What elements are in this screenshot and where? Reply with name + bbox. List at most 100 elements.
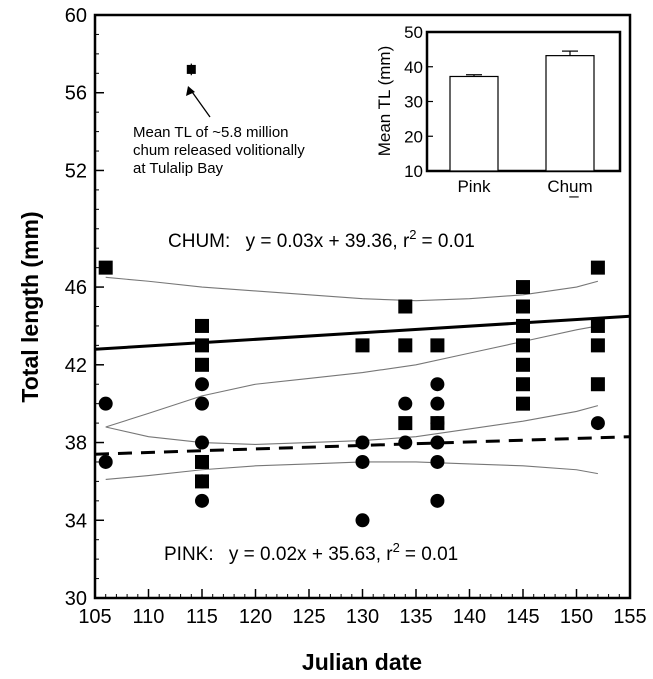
pink-point bbox=[355, 435, 370, 450]
pink-regression-line bbox=[95, 435, 630, 456]
inset-bar-chart: 10 20 30 40 50 Pink Chum Mean TL (mm) – bbox=[375, 17, 625, 209]
y-tick-label: 46 bbox=[65, 277, 87, 299]
chum-point bbox=[195, 357, 209, 372]
chum-point bbox=[516, 377, 530, 392]
pink-point bbox=[195, 377, 209, 392]
y-tick-label: 42 bbox=[65, 355, 87, 377]
pink-point bbox=[355, 454, 370, 469]
chum-point bbox=[590, 338, 605, 353]
pink-point bbox=[430, 435, 445, 450]
y-tick-label: 56 bbox=[65, 83, 87, 105]
chum-r2-sup: 2 bbox=[409, 227, 416, 242]
pink-point bbox=[98, 454, 113, 469]
annotation-arrow bbox=[189, 88, 211, 118]
chum-r2-value: = 0.01 bbox=[422, 231, 475, 252]
x-tick-label: 115 bbox=[186, 606, 218, 628]
chum-equation: CHUM: y = 0.03x + 39.36, r2 = 0.01 bbox=[168, 227, 475, 252]
x-axis-title: Julian date bbox=[302, 649, 422, 675]
pink-r2-value: = 0.01 bbox=[405, 544, 458, 565]
inset-y-axis-title: Mean TL (mm) bbox=[375, 46, 394, 157]
y-axis-title: Total length (mm) bbox=[17, 211, 43, 402]
x-tick-label: 155 bbox=[613, 606, 646, 628]
annotation-line-2: chum released volitionally bbox=[133, 142, 305, 159]
inset-y-tick-label: 20 bbox=[404, 127, 423, 146]
y-tick-label: 34 bbox=[65, 510, 87, 532]
pink-point bbox=[430, 396, 445, 411]
pink-point bbox=[430, 377, 445, 392]
inset-extra-mark: – bbox=[569, 186, 579, 205]
chum-equation-text: y = 0.03x + 39.36, r bbox=[246, 231, 410, 252]
x-tick-label: 130 bbox=[346, 606, 379, 628]
confidence-band-line bbox=[105, 325, 598, 428]
chum-point bbox=[516, 338, 530, 353]
y-tick-label: 60 bbox=[65, 5, 87, 27]
x-tick-label: 150 bbox=[560, 606, 593, 628]
x-tick-label: 105 bbox=[78, 606, 111, 628]
chum-point bbox=[516, 357, 530, 372]
chum-point bbox=[516, 318, 530, 333]
annotation-line-1: Mean TL of ~5.8 million bbox=[133, 124, 289, 141]
inset-y-tick-label: 30 bbox=[404, 93, 423, 112]
pink-point bbox=[195, 474, 209, 489]
x-tick-label: 135 bbox=[399, 606, 432, 628]
x-axis-ticks: 105 110 115 120 125 130 135 140 145 150 155 bbox=[78, 589, 647, 628]
x-tick-label: 145 bbox=[506, 606, 539, 628]
chum-point bbox=[516, 280, 530, 295]
y-axis-ticks: 30 34 38 42 46 52 56 60 bbox=[65, 5, 104, 610]
inset-y-tick-label: 40 bbox=[404, 58, 423, 77]
regression-lines bbox=[95, 314, 630, 456]
chum-point bbox=[590, 318, 605, 333]
annotation-line-3: at Tulalip Bay bbox=[133, 160, 224, 177]
pink-point bbox=[398, 396, 413, 411]
inset-category-label: Chum bbox=[547, 177, 592, 196]
y-minor-ticks bbox=[95, 33, 99, 580]
chum-point bbox=[398, 338, 413, 353]
chum-point bbox=[590, 377, 605, 392]
release-annotation: Mean TL of ~5.8 million chum released vo… bbox=[133, 86, 305, 177]
chum-point bbox=[516, 299, 530, 314]
chum-point bbox=[355, 338, 370, 353]
pink-label: PINK: bbox=[164, 544, 214, 565]
pink-point bbox=[590, 416, 605, 431]
inset-bar-pink bbox=[449, 75, 499, 172]
inset-y-tick-label: 10 bbox=[404, 162, 423, 181]
data-points bbox=[98, 63, 605, 528]
pink-point bbox=[398, 435, 413, 450]
chum-point bbox=[398, 416, 413, 431]
inset-y-ticks: 10 20 30 40 50 bbox=[404, 23, 433, 181]
y-tick-label: 30 bbox=[65, 588, 87, 610]
pink-equation-text: y = 0.02x + 35.63, r bbox=[229, 544, 393, 565]
x-tick-label: 140 bbox=[453, 606, 486, 628]
y-tick-label: 38 bbox=[65, 433, 87, 455]
pink-equation: PINK: y = 0.02x + 35.63, r2 = 0.01 bbox=[164, 540, 458, 565]
annotation-arrowhead bbox=[186, 86, 195, 96]
inset-category-label: Pink bbox=[457, 177, 491, 196]
pink-point bbox=[195, 396, 209, 411]
pink-r2-sup: 2 bbox=[393, 540, 400, 555]
pink-point bbox=[195, 493, 209, 508]
inset-y-tick-label: 50 bbox=[404, 23, 423, 42]
inset-bar-chum bbox=[545, 55, 595, 172]
chum-point bbox=[195, 318, 209, 333]
pink-point bbox=[355, 513, 370, 528]
chum-point bbox=[195, 338, 209, 353]
confidence-band-line bbox=[105, 276, 599, 302]
pink-point bbox=[430, 454, 445, 469]
chum-point bbox=[590, 260, 605, 275]
x-tick-label: 110 bbox=[133, 606, 165, 628]
pink-point bbox=[430, 416, 445, 431]
x-tick-label: 120 bbox=[239, 606, 272, 628]
release-point bbox=[186, 64, 196, 74]
pink-point bbox=[430, 493, 445, 508]
chum-point bbox=[516, 396, 530, 411]
chum-point bbox=[398, 299, 413, 314]
inset-bars: Pink Chum bbox=[449, 50, 595, 196]
chum-point bbox=[430, 338, 445, 353]
chum-regression-line bbox=[95, 314, 630, 351]
y-tick-label: 52 bbox=[65, 160, 87, 182]
chum-point bbox=[98, 260, 113, 275]
x-tick-label: 125 bbox=[292, 606, 325, 628]
chum-label: CHUM: bbox=[168, 231, 230, 252]
pink-point bbox=[195, 454, 209, 469]
